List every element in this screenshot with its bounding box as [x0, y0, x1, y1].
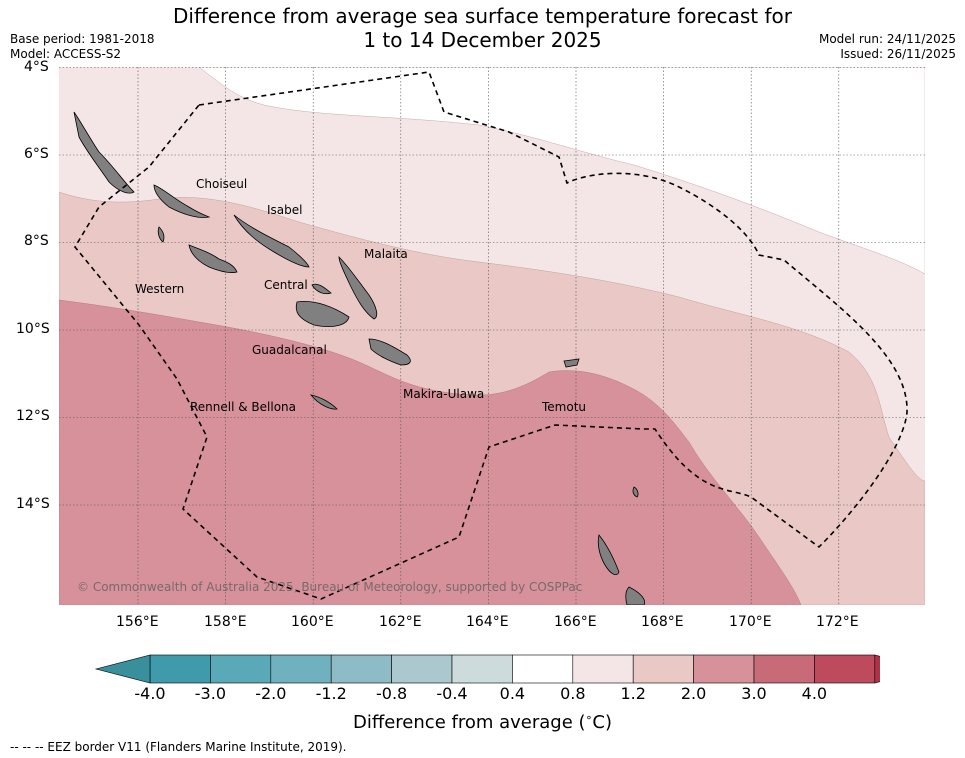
vanuatu-malakula [625, 586, 646, 605]
graticule [59, 67, 925, 605]
lat-label: 12°S [16, 408, 50, 424]
colorbar-cell [693, 654, 755, 684]
lat-label: 10°S [16, 321, 50, 337]
place-label-rennell-bellona: Rennell & Bellona [190, 400, 297, 414]
lon-label: 162°E [379, 614, 422, 630]
place-label-isabel: Isabel [267, 203, 303, 217]
florida-islands [311, 283, 332, 295]
lon-label: 164°E [466, 614, 509, 630]
place-label-makira-ulawa: Makira-Ulawa [403, 387, 485, 401]
place-label-choiseul: Choiseul [196, 177, 248, 191]
lat-label: 14°S [16, 496, 50, 512]
sst-anomaly-map [59, 67, 925, 605]
model-label: Model: ACCESS-S2 [10, 47, 122, 61]
colorbar-tick-label: 0.8 [560, 684, 586, 703]
guadalcanal-island [295, 300, 350, 327]
colorbar-cell [210, 654, 272, 684]
lon-label: 156°E [116, 614, 159, 630]
colorbar-tick-label: -3.0 [194, 684, 226, 703]
colorbar-tick-label: -1.2 [315, 684, 347, 703]
colorbar-under-arrow [94, 654, 151, 684]
lon-label: 170°E [729, 614, 772, 630]
colorbar-tick-label: 3.0 [741, 684, 767, 703]
colorbar-title-unit: C) [592, 712, 613, 733]
colorbar-tick-label: 0.4 [499, 684, 526, 703]
land-masses [73, 111, 646, 605]
map-title-line1: Difference from average sea surface temp… [172, 4, 792, 28]
western-islet [157, 226, 165, 243]
colorbar [94, 654, 880, 684]
rennell-island [310, 394, 338, 410]
vanuatu-islet [632, 486, 639, 498]
map-title-line2: 1 to 14 December 2025 [363, 28, 602, 52]
lon-label: 160°E [291, 614, 334, 630]
lon-label: 172°E [816, 614, 859, 630]
lon-label: 166°E [554, 614, 597, 630]
colorbar-tick-label: 4.0 [801, 684, 828, 703]
isabel-island [233, 214, 310, 268]
colorbar-cell [330, 654, 392, 684]
lat-label: 4°S [24, 59, 49, 75]
anomaly-band-neutral [198, 67, 925, 275]
place-label-central: Central [264, 278, 308, 292]
place-label-temotu: Temotu [542, 400, 587, 414]
colorbar-over-arrow [874, 654, 880, 684]
issued-label: Issued: 26/11/2025 [840, 47, 956, 61]
colorbar-cell [512, 654, 574, 684]
place-label-western: Western [135, 282, 185, 296]
colorbar-cell [753, 654, 815, 684]
lon-label: 168°E [641, 614, 684, 630]
choiseul-island [73, 111, 135, 194]
base-period-label: Base period: 1981-2018 [10, 32, 155, 46]
lat-label: 6°S [24, 146, 49, 162]
colorbar-title-text: Difference from average ( [352, 712, 586, 733]
map-panel: Choiseul Isabel Malaita Western Central … [59, 67, 925, 605]
santa-cruz-island [563, 358, 580, 368]
colorbar-tick-label: -0.8 [375, 684, 408, 703]
colorbar-tick-label: -2.0 [255, 684, 287, 703]
eez-border [74, 71, 908, 600]
colorbar-cell [451, 654, 513, 684]
colorbar-cell [149, 654, 211, 684]
colorbar-title: Difference from average (∘C) [352, 711, 613, 733]
model-run-label: Model run: 24/11/2025 [818, 32, 956, 46]
place-label-malaita: Malaita [364, 247, 408, 261]
anomaly-band-1.2-2.0 [59, 299, 802, 605]
colorbar-cell [391, 654, 453, 684]
colorbar-cell [572, 654, 634, 684]
eez-legend-note: -- -- -- EEZ border V11 (Flanders Marine… [10, 740, 347, 754]
colorbar-tick-label: 2.0 [680, 684, 707, 703]
colorbar-tick-label: 1.2 [620, 684, 646, 703]
vanuatu-espiritu-santo [597, 534, 620, 576]
colorbar-cell [632, 654, 694, 684]
makira-island [368, 338, 411, 366]
new-georgia-island [188, 244, 238, 274]
malaita-island [338, 256, 378, 320]
colorbar-cell [270, 654, 332, 684]
lon-label: 158°E [204, 614, 247, 630]
colorbar-tick-label: -0.4 [436, 684, 468, 703]
copyright-notice: © Commonwealth of Australia 2025, Bureau… [77, 580, 583, 594]
colorbar-tick-label: -4.0 [134, 684, 166, 703]
colorbar-cell [814, 654, 876, 684]
lat-label: 8°S [24, 233, 49, 249]
choiseul-coast [153, 184, 211, 218]
place-label-guadalcanal: Guadalcanal [252, 343, 327, 357]
